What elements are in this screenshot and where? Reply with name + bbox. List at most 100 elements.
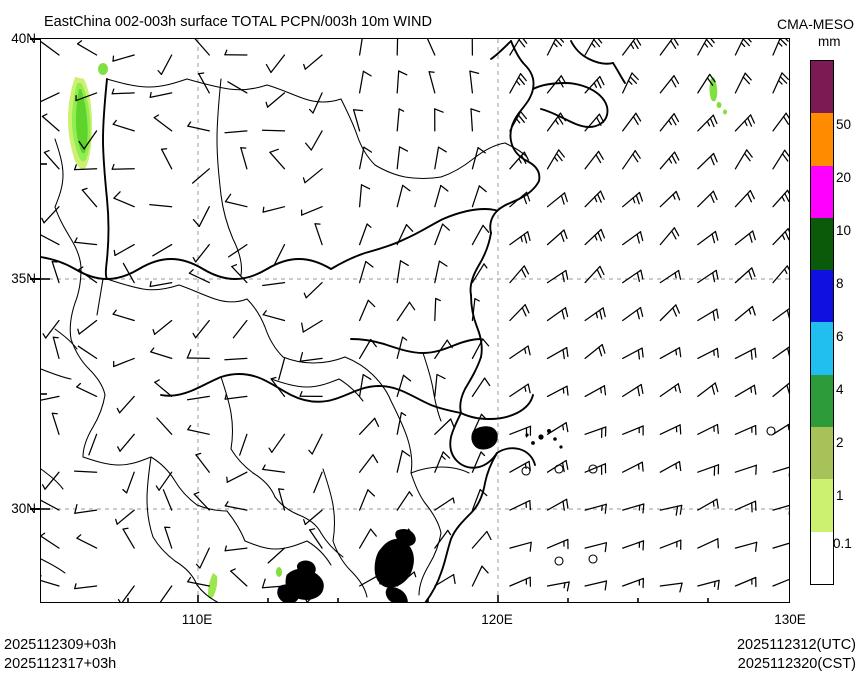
wind-barb [772,189,789,208]
wind-barb [273,243,286,265]
wind-barb [622,269,644,284]
colorbar-segment-10 [811,217,833,271]
x-axis-label-120e: 120E [481,612,513,627]
wind-barb [122,262,135,284]
wind-barb [227,243,248,258]
wind-barb [193,491,210,511]
wind-barb [74,503,98,514]
wind-barb [622,72,639,94]
wind-barb [304,130,323,151]
wind-barb [302,168,323,184]
wind-barb [117,585,135,602]
wind-barb [734,267,756,284]
wind-barb [224,130,248,134]
wind-barb [112,119,135,132]
wind-barb [150,347,173,360]
wind-barb [154,379,173,398]
wind-barb [186,395,210,401]
wind-barb [734,189,755,208]
wind-barb [396,301,416,322]
wind-barb [396,70,408,94]
wind-barb [278,488,286,511]
colorbar-label-6: 6 [836,329,844,344]
wind-barb [309,528,323,549]
wind-barb [78,266,98,284]
wind-barb [226,471,248,483]
wind-barb [546,538,569,550]
wind-barb [509,110,528,132]
wind-barb [239,433,248,456]
wind-barb [262,206,286,213]
wind-barb [734,347,757,360]
wind-barb [659,504,683,516]
wind-barb [74,237,98,246]
wind-barb [622,39,642,56]
wind-barb [772,346,789,360]
wind-barb [697,73,716,94]
wind-barb [192,243,210,263]
wind-barb [622,112,642,132]
wind-barb [195,547,210,569]
wind-barb [152,243,173,257]
wind-barb [434,529,452,549]
wind-barb [358,574,381,587]
wind-barb [471,565,489,587]
wind-barb [509,73,527,94]
wind-barb [227,81,248,94]
wind-barb [546,149,565,170]
wind-barb [396,571,417,587]
wind-barb [509,39,528,56]
wind-barb [546,112,566,132]
colorbar-segment-100 [811,61,833,114]
wind-barb [697,498,719,511]
wind-barb [358,417,380,435]
wind-barb [187,424,210,435]
wind-barb [772,382,789,398]
wind-barb [224,393,248,400]
wind-barb [584,265,605,284]
wind-barb [301,319,323,333]
wind-barb [52,336,60,360]
wind-barb [42,319,60,339]
wind-barb [358,260,374,284]
wind-barb [304,585,323,602]
wind-barb [149,280,173,288]
wind-barb [546,75,567,94]
wind-barb [262,310,286,322]
wind-barb [113,243,135,257]
wind-barb [471,413,486,435]
wind-barb [162,489,173,511]
wind-barb [659,539,682,550]
wind-barb [546,307,569,322]
wind-barb [267,547,286,564]
wind-barb [434,184,449,208]
wind-barb [81,187,98,208]
calm-wind-markers [521,426,776,566]
wind-barb [396,260,409,284]
wind-barb [509,345,531,360]
wind-barb [270,376,286,398]
wind-barb [76,534,98,549]
wind-barb [546,459,569,473]
precip-patch-3 [709,77,718,102]
wind-barb [772,542,789,549]
colorbar[interactable] [810,60,834,585]
wind-barb [41,532,60,549]
wind-barb [697,152,718,170]
colorbar-label-4: 4 [836,382,844,397]
wind-barb [622,540,645,551]
wind-barb [268,433,286,453]
wind-barb [299,351,323,362]
wind-barb [434,497,455,511]
wind-barb [622,425,644,436]
wind-barb [153,114,173,132]
wind-barb [262,281,286,287]
wind-barb [156,417,173,435]
wind-barb [471,146,486,170]
map-plot-area[interactable] [40,38,790,603]
wind-barb [772,39,789,56]
wind-barb [697,230,719,246]
colorbar-segment-20 [811,165,833,218]
wind-barb [122,527,135,549]
wind-barb [584,150,604,170]
